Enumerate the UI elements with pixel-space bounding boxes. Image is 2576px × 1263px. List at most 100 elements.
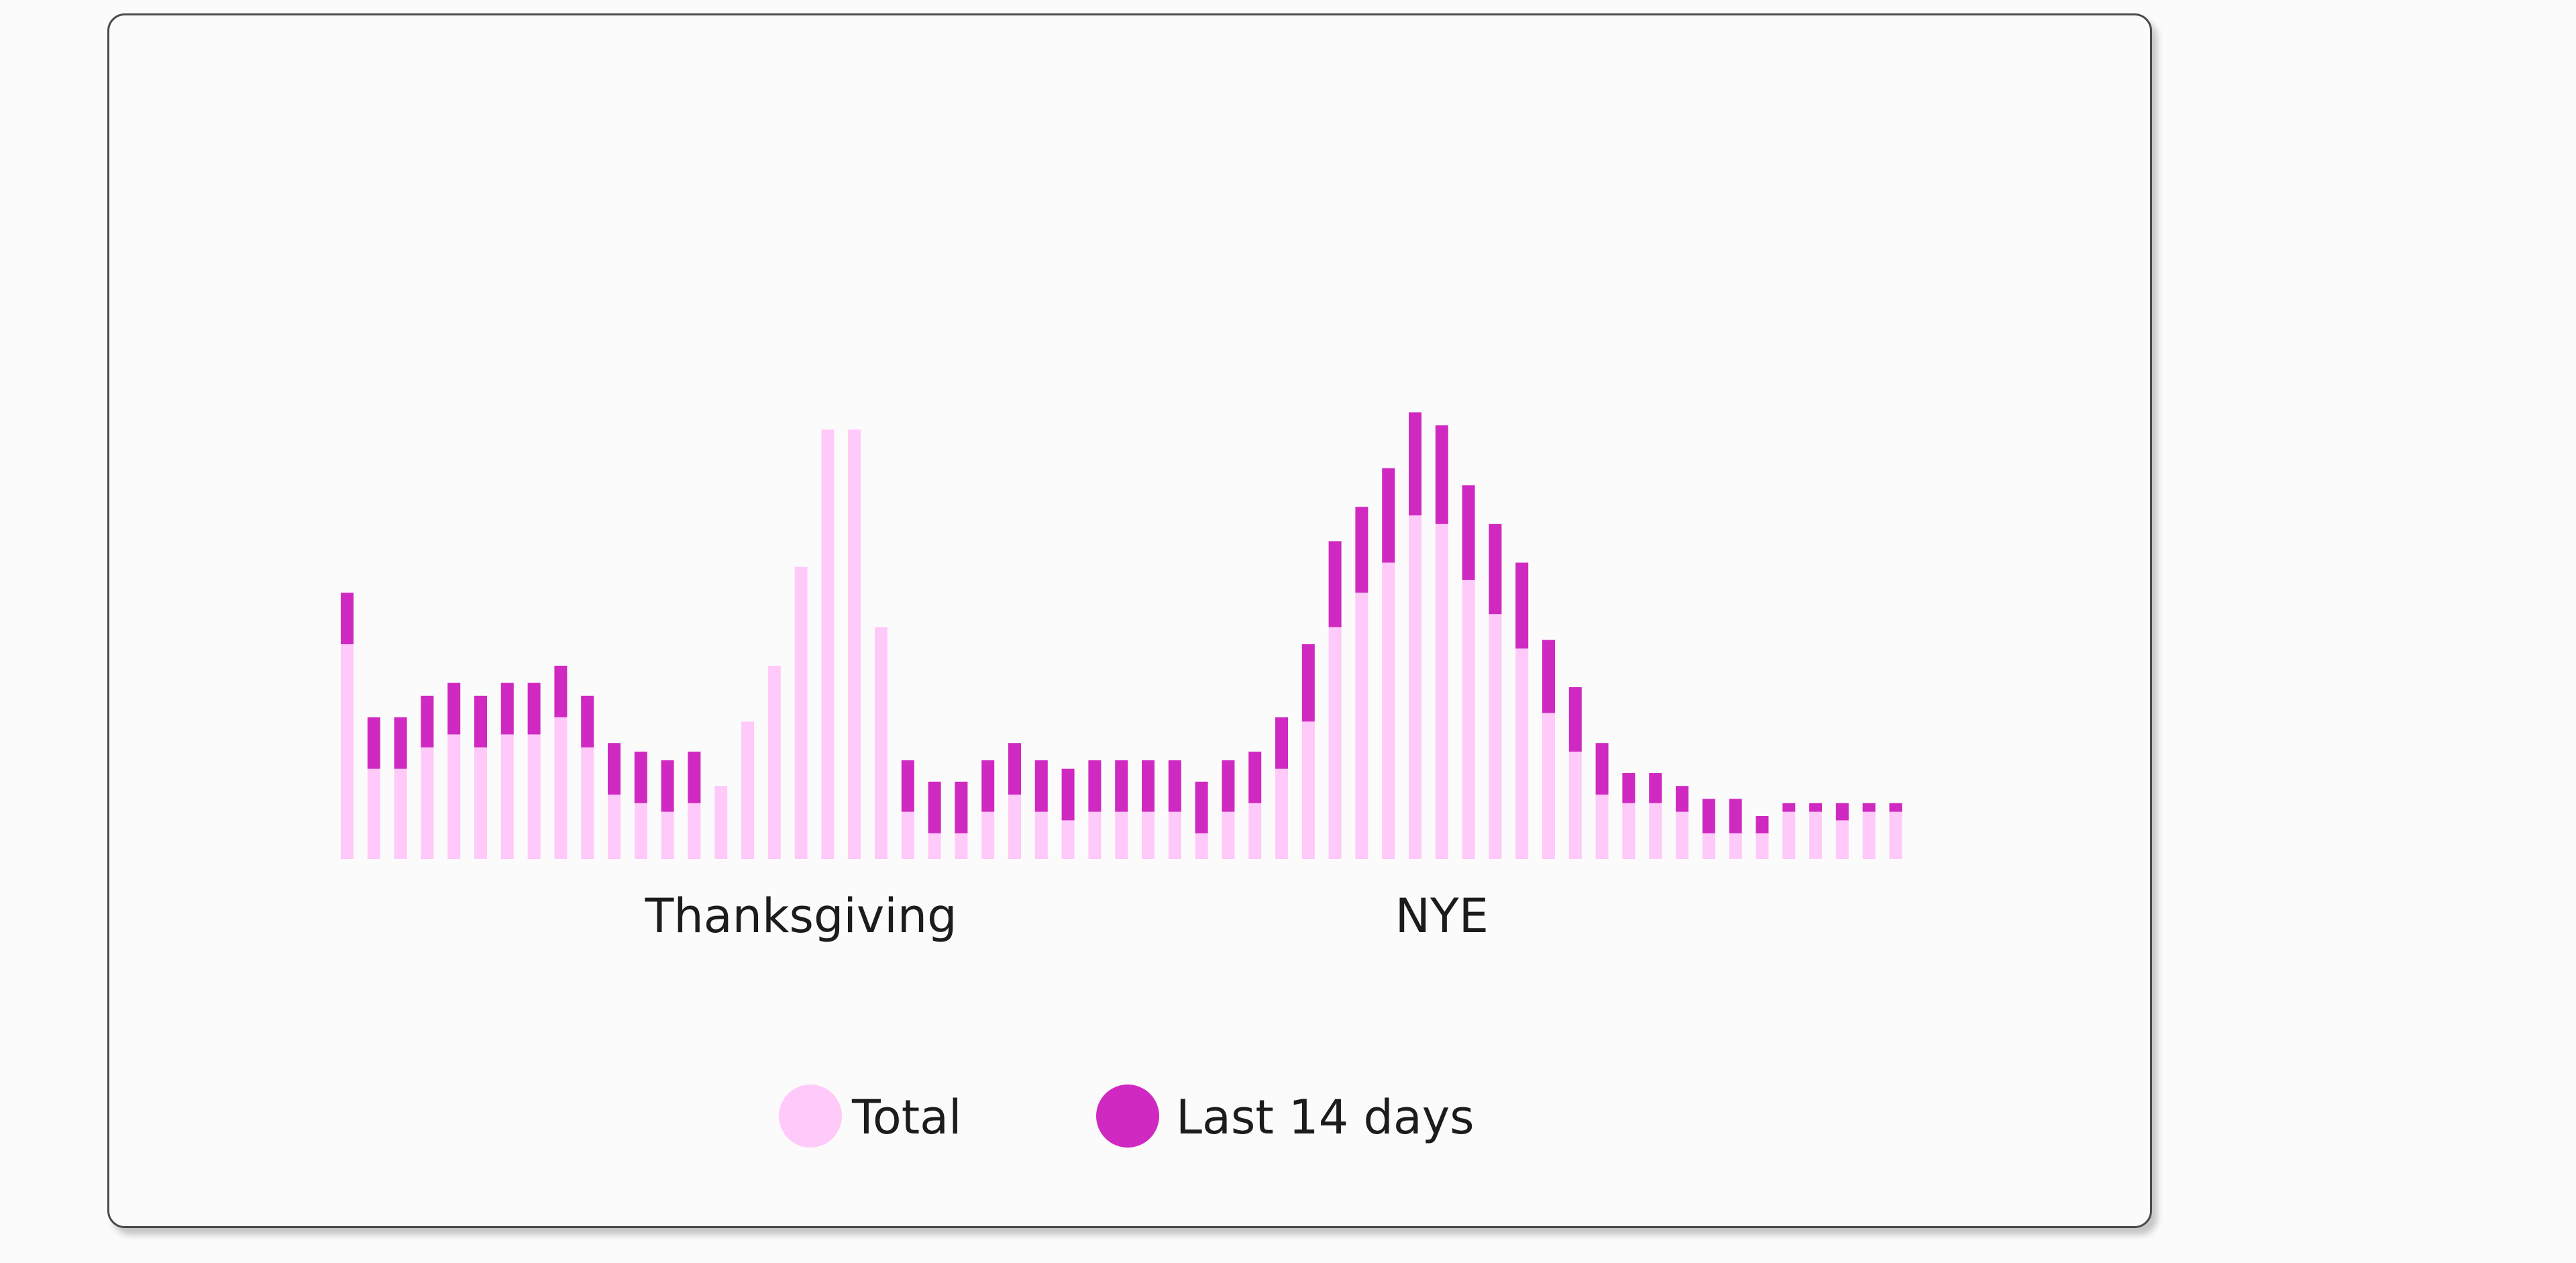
bar-total <box>1435 523 1448 859</box>
bar-last-14-days <box>421 695 434 748</box>
bar-last-14-days <box>1702 799 1715 833</box>
bar-last-14-days <box>661 760 674 812</box>
bar-last-14-days <box>1515 562 1529 649</box>
bar-total <box>608 795 621 859</box>
chart-card: Thanksgiving NYE Total Last 14 days <box>107 13 2152 1228</box>
legend: Total Last 14 days <box>779 1084 1474 1148</box>
bar-total <box>1195 833 1208 859</box>
bar-last-14-days <box>608 743 621 795</box>
bar-last-14-days <box>1409 412 1421 515</box>
legend-recent-swatch <box>1096 1084 1159 1148</box>
bar-total <box>1756 833 1769 859</box>
bar-last-14-days <box>1061 768 1075 821</box>
bar-last-14-days <box>901 760 914 812</box>
bar-total <box>688 803 701 859</box>
annotation-thanksgiving: Thanksgiving <box>645 889 957 944</box>
bar-last-14-days <box>1328 541 1342 627</box>
bar-total <box>1676 811 1688 859</box>
bar-total <box>741 721 754 859</box>
bar-total <box>394 768 407 859</box>
bar-last-14-days <box>554 666 568 717</box>
bar-total <box>794 566 808 859</box>
bar-total <box>1115 811 1128 859</box>
legend-total-label: Total <box>851 1090 961 1145</box>
bar-total <box>875 627 888 859</box>
bar-total <box>1409 515 1421 859</box>
bar-total <box>901 811 914 859</box>
bar-last-14-days <box>1489 523 1502 615</box>
bar-total <box>1061 820 1075 859</box>
bar-total <box>1649 803 1662 859</box>
bar-last-14-days <box>1248 752 1262 803</box>
bar-last-14-days <box>1088 760 1102 812</box>
bar-total <box>1355 593 1368 859</box>
bar-last-14-days <box>1275 717 1288 769</box>
bar-total <box>955 833 968 859</box>
bar-total <box>447 734 461 859</box>
bar-last-14-days <box>1889 803 1902 812</box>
bar-last-14-days <box>955 781 968 833</box>
bar-last-14-days <box>527 683 541 735</box>
bar-total <box>527 734 541 859</box>
annotation-nye: NYE <box>1395 889 1489 944</box>
bar-last-14-days <box>1142 760 1155 812</box>
bar-last-14-days <box>1862 803 1876 812</box>
bar-total <box>1142 811 1155 859</box>
bar-last-14-days <box>1756 816 1769 833</box>
bar-last-14-days <box>1382 468 1395 563</box>
bar-last-14-days <box>1809 803 1822 812</box>
bar-total <box>1248 803 1262 859</box>
bar-last-14-days <box>981 760 995 812</box>
bar-total <box>1008 795 1021 859</box>
bar-total <box>1462 580 1475 859</box>
bar-last-14-days <box>634 752 647 803</box>
bar-total <box>1729 833 1742 859</box>
bar-total <box>928 833 941 859</box>
bar-total <box>1382 562 1395 859</box>
bar-last-14-days <box>688 752 701 803</box>
bar-total <box>1702 833 1715 859</box>
bar-total <box>1542 713 1555 859</box>
bar-total <box>1835 820 1849 859</box>
bar-last-14-days <box>1542 640 1555 713</box>
bar-total <box>1489 614 1502 859</box>
bars-group <box>341 412 1902 859</box>
bar-total <box>474 747 487 859</box>
bar-total <box>981 811 995 859</box>
bar-last-14-days <box>1835 803 1849 821</box>
bar-total <box>1862 811 1876 859</box>
bar-last-14-days <box>1195 781 1208 833</box>
bar-total <box>1595 795 1609 859</box>
bar-last-14-days <box>1301 644 1315 722</box>
bar-last-14-days <box>1649 773 1662 803</box>
bar-total <box>848 430 861 859</box>
bar-total <box>421 747 434 859</box>
bar-total <box>341 644 354 859</box>
bar-total <box>367 768 380 859</box>
bar-last-14-days <box>1595 743 1609 795</box>
bar-total <box>554 717 568 859</box>
bar-last-14-days <box>1034 760 1048 812</box>
bar-last-14-days <box>474 695 487 748</box>
bar-total <box>1782 811 1796 859</box>
bar-last-14-days <box>1462 485 1475 580</box>
bar-last-14-days <box>447 683 461 735</box>
bar-last-14-days <box>1622 773 1635 803</box>
bar-total <box>500 734 514 859</box>
bar-total <box>1301 721 1315 859</box>
bar-last-14-days <box>1355 507 1368 593</box>
bar-last-14-days <box>1008 743 1021 795</box>
bar-total <box>1222 811 1235 859</box>
bar-total <box>1568 752 1582 859</box>
bar-last-14-days <box>581 695 594 748</box>
legend-recent-label: Last 14 days <box>1176 1090 1474 1145</box>
bar-last-14-days <box>1222 760 1235 812</box>
annotations-group: Thanksgiving NYE <box>645 889 1489 944</box>
bar-total <box>661 811 674 859</box>
bar-last-14-days <box>367 717 380 769</box>
bar-last-14-days <box>1568 687 1582 752</box>
bar-total <box>767 666 781 859</box>
bar-total <box>714 786 728 859</box>
bar-last-14-days <box>1115 760 1128 812</box>
bar-total <box>1088 811 1102 859</box>
